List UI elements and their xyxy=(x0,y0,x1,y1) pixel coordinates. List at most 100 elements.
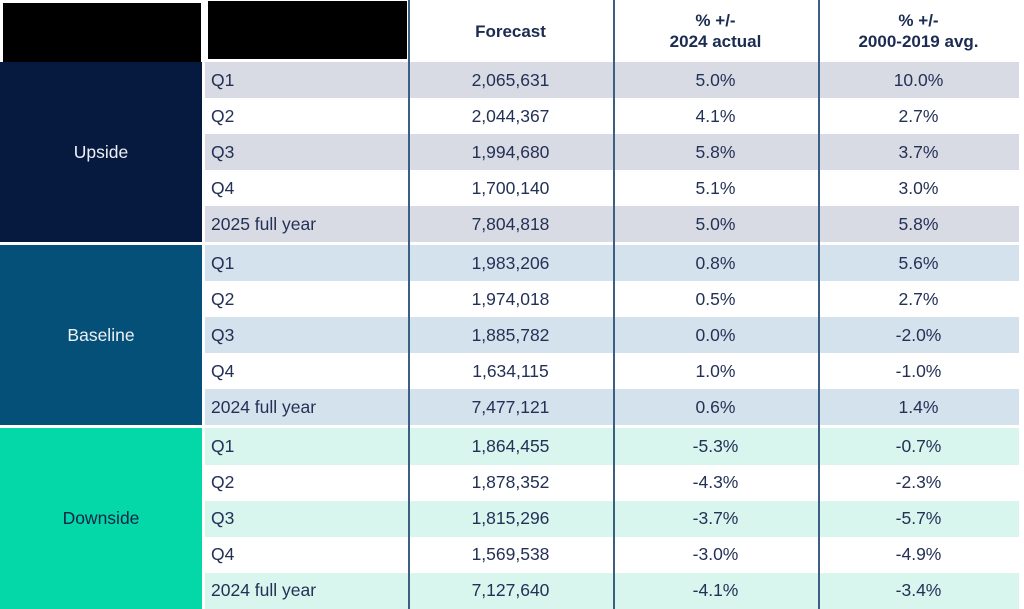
vs-2024-value: -3.0% xyxy=(692,544,739,565)
vs-avg-value: -3.4% xyxy=(818,572,1019,609)
vs-2024-value: -5.3% xyxy=(613,428,818,465)
forecast-value: 1,974,018 xyxy=(471,288,550,309)
column-gap xyxy=(202,536,205,573)
table-row: Q2 1,974,018 0.5% 2.7% xyxy=(202,281,1024,318)
vs-avg-value: 3.7% xyxy=(818,134,1019,171)
header-vs-2024-line1: % +/- xyxy=(695,11,736,30)
row-label: Q1 xyxy=(205,428,408,465)
vs-avg-value: -0.7% xyxy=(818,428,1019,465)
section-label-baseline: Baseline xyxy=(0,245,202,426)
table-row: Q3 1,885,782 0.0% -2.0% xyxy=(202,317,1024,354)
table-row: 2025 full year 7,804,818 5.0% 5.8% xyxy=(202,206,1024,243)
row-label: 2024 full year xyxy=(205,389,408,426)
row-label: Q1 xyxy=(205,245,408,282)
vs-avg-value: -1.0% xyxy=(895,360,942,381)
column-gap xyxy=(202,206,205,243)
table-row: 2024 full year 7,477,121 0.6% 1.4% xyxy=(202,389,1024,426)
vs-avg-value: 10.0% xyxy=(818,62,1019,99)
column-gap xyxy=(202,572,205,609)
redaction-box xyxy=(208,1,407,59)
vs-2024-value: -4.3% xyxy=(692,472,739,493)
header-vs-2024-line2: 2024 actual xyxy=(669,32,762,51)
table-row: Q2 1,878,352 -4.3% -2.3% xyxy=(202,464,1024,501)
row-label: Q3 xyxy=(205,134,408,171)
column-gap xyxy=(202,500,205,537)
forecast-value: 1,983,206 xyxy=(408,245,613,282)
forecast-value: 1,634,115 xyxy=(472,360,549,381)
vs-2024-value: 0.0% xyxy=(613,317,818,354)
forecast-value: 7,804,818 xyxy=(408,206,613,243)
header-forecast: Forecast xyxy=(408,0,613,62)
row-label: Q4 xyxy=(211,360,235,381)
forecast-value: 7,477,121 xyxy=(408,389,613,426)
forecast-value: 1,700,140 xyxy=(471,177,550,198)
vs-2024-value: 5.8% xyxy=(613,134,818,171)
column-divider xyxy=(613,0,615,609)
forecast-value: 1,569,538 xyxy=(471,544,550,565)
header-vs-avg-line2: 2000-2019 avg. xyxy=(858,32,979,51)
column-gap xyxy=(202,170,205,207)
vs-2024-value: -3.7% xyxy=(613,500,818,537)
header-vs-2024-actual: % +/- 2024 actual xyxy=(613,0,818,62)
section-baseline: Baseline Q1 1,983,206 0.8% 5.6% Q2 1,974… xyxy=(0,245,1024,426)
table-row: Q2 2,044,367 4.1% 2.7% xyxy=(202,98,1024,135)
vs-2024-value: 5.0% xyxy=(613,62,818,99)
header-forecast-label: Forecast xyxy=(475,21,546,41)
row-label: Q1 xyxy=(205,62,408,99)
vs-avg-value: -4.9% xyxy=(895,544,942,565)
vs-avg-value: 5.6% xyxy=(818,245,1019,282)
table-row: Q3 1,994,680 5.8% 3.7% xyxy=(202,134,1024,171)
column-gap xyxy=(202,98,205,135)
table-row: Q3 1,815,296 -3.7% -5.7% xyxy=(202,500,1024,537)
vs-avg-value: -5.7% xyxy=(818,500,1019,537)
vs-avg-value: -2.0% xyxy=(818,317,1019,354)
column-gap xyxy=(202,134,205,171)
row-label: Q2 xyxy=(211,288,235,309)
table-row: Q4 1,569,538 -3.0% -4.9% xyxy=(202,536,1024,573)
header-vs-avg-line1: % +/- xyxy=(898,11,939,30)
row-label: Q3 xyxy=(205,500,408,537)
vs-2024-value: 5.0% xyxy=(613,206,818,243)
forecast-value: 1,864,455 xyxy=(408,428,613,465)
column-gap xyxy=(202,245,205,282)
table-row: Q1 1,983,206 0.8% 5.6% xyxy=(202,245,1024,282)
vs-2024-value: -4.1% xyxy=(613,572,818,609)
vs-avg-value: 3.0% xyxy=(898,177,939,198)
vs-2024-value: 0.8% xyxy=(613,245,818,282)
vs-avg-value: -2.3% xyxy=(895,472,942,493)
row-label: Q4 xyxy=(211,544,235,565)
vs-avg-value: 1.4% xyxy=(818,389,1019,426)
column-gap xyxy=(202,281,205,318)
row-label: Q2 xyxy=(211,472,235,493)
forecast-value: 1,878,352 xyxy=(471,472,550,493)
vs-2024-value: 0.6% xyxy=(613,389,818,426)
vs-avg-value: 2.7% xyxy=(898,288,939,309)
vs-2024-value: 5.1% xyxy=(695,177,736,198)
redaction-box xyxy=(3,3,201,62)
column-gap xyxy=(202,317,205,354)
section-label-upside: Upside xyxy=(0,62,202,243)
forecast-value: 2,044,367 xyxy=(471,105,550,126)
vs-2024-value: 0.5% xyxy=(695,288,736,309)
table-row: 2024 full year 7,127,640 -4.1% -3.4% xyxy=(202,572,1024,609)
vs-2024-value: 4.1% xyxy=(695,105,736,126)
column-divider xyxy=(408,0,410,609)
table-row: Q4 1,634,115 1.0% -1.0% xyxy=(202,353,1024,390)
row-label: Q3 xyxy=(205,317,408,354)
column-gap xyxy=(202,428,205,465)
table-row: Q4 1,700,140 5.1% 3.0% xyxy=(202,170,1024,207)
forecast-value: 1,994,680 xyxy=(408,134,613,171)
column-gap xyxy=(202,353,205,390)
table-header-row: Forecast % +/- 2024 actual % +/- 2000-20… xyxy=(0,0,1024,62)
section-downside: Downside Q1 1,864,455 -5.3% -0.7% Q2 1,8… xyxy=(0,428,1024,609)
forecast-value: 1,885,782 xyxy=(408,317,613,354)
table-row: Q1 1,864,455 -5.3% -0.7% xyxy=(202,428,1024,465)
forecast-value: 2,065,631 xyxy=(408,62,613,99)
vs-avg-value: 5.8% xyxy=(818,206,1019,243)
column-gap xyxy=(202,464,205,501)
table-row: Q1 2,065,631 5.0% 10.0% xyxy=(202,62,1024,99)
header-vs-2000-2019-avg: % +/- 2000-2019 avg. xyxy=(818,0,1019,62)
row-label: Q2 xyxy=(211,105,235,126)
row-label: 2025 full year xyxy=(205,206,408,243)
